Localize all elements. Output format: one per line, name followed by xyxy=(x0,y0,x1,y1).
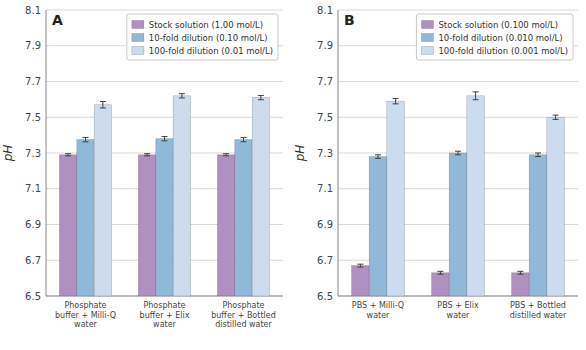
legend-swatch xyxy=(421,21,433,29)
panel: 6.5 6.7 6.9 7.1 7.3 7.5 7.7 7.9 8.1 pH PBS + Milli… xyxy=(293,5,578,320)
panel: 6.5 6.7 6.9 7.1 7.3 7.5 7.7 7.9 8.1 pH Phosphatebu… xyxy=(1,5,283,330)
y-tick-label: 7.9 xyxy=(25,40,41,51)
y-tick-label: 7.1 xyxy=(317,183,333,194)
error-bar xyxy=(100,102,106,108)
legend-swatch xyxy=(132,34,144,42)
bar xyxy=(449,153,467,296)
bar xyxy=(156,139,173,296)
error-bar xyxy=(241,137,247,141)
error-bar xyxy=(258,95,264,99)
chart-root: 6.5 6.7 6.9 7.1 7.3 7.5 7.7 7.9 8.1 pH Phosphatebu… xyxy=(0,0,586,350)
grid-line xyxy=(338,10,578,11)
error-bar xyxy=(375,155,381,159)
legend-label: 10-fold dilution (0.10 mol/L) xyxy=(149,33,268,43)
x-tick-label: PBS + Milli-Qwater xyxy=(352,301,404,320)
y-tick-label: 7.5 xyxy=(317,112,333,123)
error-bar xyxy=(517,271,523,274)
legend-swatch xyxy=(421,34,433,42)
legend: Stock solution (1.00 mol/L) 10-fold dilut… xyxy=(127,14,278,60)
bar xyxy=(173,96,190,296)
y-tick-label: 6.7 xyxy=(317,255,333,266)
legend-label: 10-fold dilution (0.010 mol/L) xyxy=(438,33,562,43)
bar xyxy=(547,117,565,296)
bar xyxy=(529,155,547,296)
y-tick-label: 7.7 xyxy=(317,76,333,87)
grid-line xyxy=(46,117,283,118)
legend-box xyxy=(127,14,278,60)
error-bar xyxy=(553,115,559,119)
plot-area xyxy=(352,92,565,296)
grid-line xyxy=(46,10,283,11)
error-bar xyxy=(393,98,399,103)
x-tick-label: Phosphatebuffer + Milli-Qwater xyxy=(55,301,116,329)
bar xyxy=(138,155,155,296)
legend-swatch xyxy=(132,21,144,29)
bar xyxy=(59,155,76,296)
panel-title: B xyxy=(344,12,355,28)
y-tick-label: 6.9 xyxy=(25,219,41,230)
error-bar xyxy=(65,154,71,156)
y-tick-label: 6.7 xyxy=(25,255,41,266)
bar xyxy=(94,105,111,296)
grid-line xyxy=(338,81,578,82)
legend-box xyxy=(416,14,573,60)
error-bar xyxy=(223,154,229,156)
error-bar xyxy=(357,264,363,267)
bar xyxy=(252,98,269,296)
bar xyxy=(467,96,485,296)
error-bar xyxy=(535,153,541,157)
bar xyxy=(352,266,370,296)
y-tick-label: 7.3 xyxy=(317,148,333,159)
bar xyxy=(77,140,94,296)
panel-title: A xyxy=(52,12,63,28)
legend-label: Stock solution (1.00 mol/L) xyxy=(149,20,263,30)
error-bar xyxy=(473,92,479,100)
y-tick-label: 7.9 xyxy=(317,40,333,51)
plot-area xyxy=(59,94,269,296)
legend-label: Stock solution (0.100 mol/L) xyxy=(438,20,558,30)
grid-line xyxy=(46,81,283,82)
y-tick-label: 6.5 xyxy=(317,291,333,302)
y-tick-label: 7.1 xyxy=(25,183,41,194)
legend-swatch xyxy=(421,47,433,55)
legend: Stock solution (0.100 mol/L) 10-fold dilu… xyxy=(416,14,573,60)
legend-swatch xyxy=(132,47,144,55)
y-tick-label: 8.1 xyxy=(317,5,333,16)
x-tick-label: Phosphatebuffer + Bottleddistilled water xyxy=(211,301,276,329)
x-tick-label: PBS + Elixwater xyxy=(437,301,479,320)
y-axis-label: pH xyxy=(1,145,15,163)
y-axis-line xyxy=(46,10,47,296)
bar xyxy=(512,273,530,296)
error-bar xyxy=(144,154,150,156)
error-bar xyxy=(162,137,168,141)
error-bar xyxy=(179,94,185,98)
y-tick-label: 7.5 xyxy=(25,112,41,123)
x-tick-label: Phosphatebuffer + Elixwater xyxy=(140,301,190,329)
error-bar xyxy=(83,137,89,141)
bar xyxy=(432,273,450,296)
y-axis-line xyxy=(338,10,339,296)
bar xyxy=(387,101,405,296)
error-bar xyxy=(455,151,461,155)
legend-label: 100-fold dilution (0.001 mol/L) xyxy=(438,46,568,56)
bar xyxy=(217,155,234,296)
y-tick-label: 6.9 xyxy=(317,219,333,230)
y-axis-label: pH xyxy=(293,145,307,163)
bar xyxy=(235,140,252,296)
bar xyxy=(369,157,387,296)
error-bar xyxy=(437,271,443,274)
y-tick-label: 8.1 xyxy=(25,5,41,16)
x-tick-label: PBS + Bottleddistilled water xyxy=(510,301,567,320)
y-tick-label: 7.7 xyxy=(25,76,41,87)
grid-line xyxy=(338,117,578,118)
y-tick-label: 7.3 xyxy=(25,148,41,159)
legend-label: 100-fold dilution (0.01 mol/L) xyxy=(149,46,273,56)
y-tick-label: 6.5 xyxy=(25,291,41,302)
